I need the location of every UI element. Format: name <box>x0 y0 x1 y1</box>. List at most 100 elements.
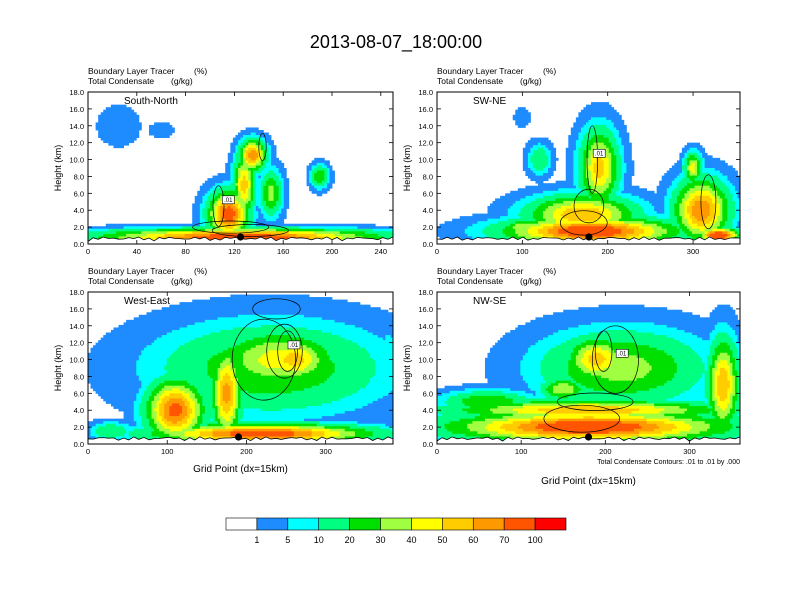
field-cell <box>543 157 546 161</box>
field-cell <box>235 152 239 156</box>
field-cell <box>550 145 554 149</box>
field-cell <box>689 185 693 189</box>
field-cell <box>515 109 519 113</box>
field-cell <box>248 188 252 192</box>
field-cell <box>689 180 693 184</box>
field-cell <box>194 233 198 237</box>
field-cell <box>613 150 617 154</box>
field-cell <box>591 152 594 156</box>
field-cell <box>215 213 219 217</box>
field-cell <box>606 211 610 214</box>
field-cell <box>230 218 234 222</box>
field-cell <box>319 165 323 169</box>
field-cell <box>737 183 740 187</box>
field-cell <box>717 170 721 174</box>
field-cell <box>654 208 658 212</box>
field-cell <box>281 185 285 189</box>
field-cell <box>692 188 695 192</box>
field-cell <box>588 216 592 220</box>
field-cell <box>558 203 562 207</box>
field-cell <box>621 142 625 146</box>
field-cell <box>314 226 318 230</box>
field-cell <box>326 168 330 171</box>
field-cell <box>108 137 112 141</box>
field-cell <box>606 160 610 164</box>
field-cell <box>674 183 678 187</box>
field-cell <box>204 193 208 197</box>
field-cell <box>598 160 602 164</box>
field-cell <box>245 165 249 169</box>
field-cell <box>240 160 244 164</box>
field-cell <box>220 193 224 197</box>
field-cell <box>702 162 706 166</box>
field-cell <box>316 236 320 240</box>
field-cell <box>316 193 320 197</box>
field-cell <box>121 117 124 121</box>
field-cell <box>583 178 587 182</box>
field-cell <box>235 195 239 199</box>
field-cell <box>161 226 165 230</box>
field-cell <box>103 135 107 138</box>
field-cell <box>271 155 274 159</box>
field-cell <box>618 180 622 184</box>
field-cell <box>603 142 607 146</box>
field-cell <box>694 190 698 194</box>
field-cell <box>580 206 584 209</box>
field-cell <box>136 233 140 237</box>
field-cell <box>240 223 244 227</box>
field-cell <box>166 127 170 131</box>
field-cell <box>113 130 117 133</box>
field-cell <box>273 206 277 209</box>
field-cell <box>616 152 620 156</box>
field-cell <box>633 195 637 199</box>
field-cell <box>676 195 680 199</box>
field-cell <box>573 183 577 187</box>
field-cell <box>616 175 620 179</box>
field-cell <box>598 127 602 131</box>
field-cell <box>538 206 541 209</box>
field-cell <box>230 226 234 230</box>
field-cell <box>268 180 272 184</box>
field-cell <box>159 127 163 131</box>
field-cell <box>123 127 127 131</box>
field-cell <box>598 145 602 149</box>
field-cell <box>548 183 552 187</box>
field-cell <box>669 175 673 179</box>
field-cell <box>271 221 274 225</box>
field-cell <box>722 178 726 182</box>
field-cell <box>329 178 333 182</box>
field-cell <box>271 195 274 199</box>
field-cell <box>575 152 579 156</box>
field-cell <box>676 190 680 194</box>
field-cell <box>245 216 249 220</box>
field-cell <box>651 195 655 199</box>
field-cell <box>591 150 594 154</box>
field-cell <box>598 119 602 123</box>
field-cell <box>520 208 524 212</box>
field-cell <box>598 183 602 187</box>
field-cell <box>271 200 274 204</box>
field-cell <box>644 198 647 202</box>
field-cell <box>601 200 605 204</box>
field-cell <box>367 236 371 240</box>
field-cell <box>316 180 320 184</box>
field-cell <box>220 173 224 176</box>
field-cell <box>606 193 610 197</box>
field-cell <box>230 188 234 192</box>
field-cell <box>732 193 736 197</box>
field-cell <box>593 170 597 174</box>
field-cell <box>143 228 147 232</box>
field-cell <box>591 162 594 166</box>
field-cell <box>527 165 531 169</box>
field-cell <box>232 216 236 220</box>
field-cell <box>601 137 605 141</box>
field-cell <box>712 190 716 194</box>
field-cell <box>707 188 711 192</box>
field-cell <box>697 168 700 171</box>
field-cell <box>636 206 640 209</box>
field-cell <box>563 206 567 209</box>
field-cell <box>734 173 738 176</box>
field-cell <box>616 137 620 141</box>
field-cell <box>525 157 529 161</box>
field-cell <box>232 188 236 192</box>
